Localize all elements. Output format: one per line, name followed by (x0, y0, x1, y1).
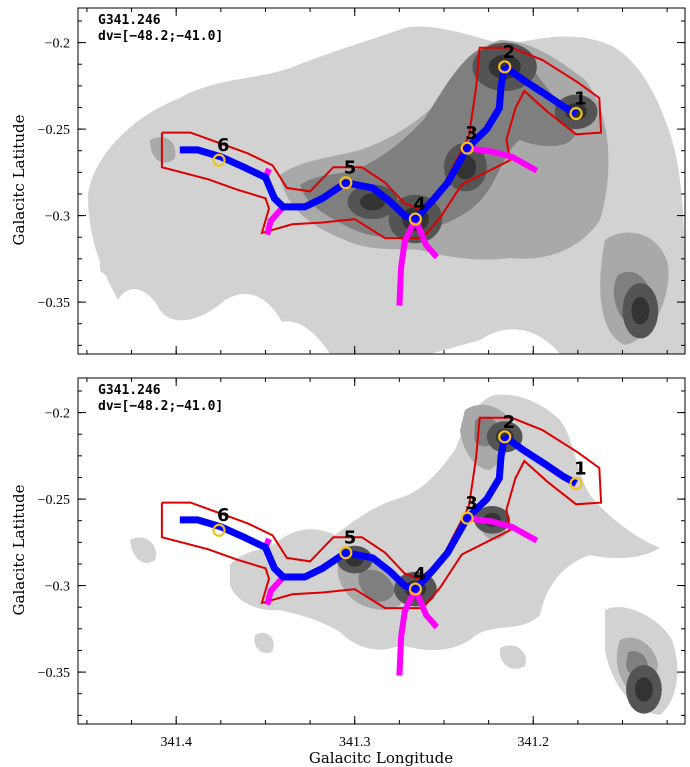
y-tick-label: −0.2 (45, 407, 70, 422)
node-marker (212, 153, 226, 167)
filament-spine (179, 66, 509, 224)
node-label: 3 (465, 493, 478, 514)
x-axis-title: Galacitc Longitude (309, 749, 453, 767)
y-tick-labels-bottom: −0.2 −0.25 −0.3 −0.35 (38, 407, 70, 681)
panel-annotation-line1-bottom: G341.246 (98, 383, 161, 398)
node-marker (498, 60, 512, 74)
contour-layer-1 (130, 394, 678, 715)
filament-spine-branch (502, 433, 578, 487)
filament-overlay-bottom: 1 2 3 4 5 6 (160, 412, 603, 676)
ticks-bottom (78, 378, 685, 724)
panel-annotation-line2-top: dv=[−48.2;−41.0] (98, 29, 223, 44)
node-marker (460, 511, 474, 525)
x-tick-labels: 341.4 341.3 341.2 (160, 735, 549, 750)
node-marker (339, 176, 353, 190)
contour-core-inner (635, 677, 653, 702)
y-tick-label: −0.3 (45, 580, 70, 595)
node-marker (569, 476, 583, 491)
filament-outline (160, 46, 603, 240)
node-marker (569, 106, 583, 121)
filament-spine (179, 436, 509, 594)
filament-overlay-top: 1 2 3 4 5 6 (160, 42, 603, 306)
filament-branch (396, 217, 419, 306)
contour-map-bottom (130, 394, 678, 715)
panel-top: 1 2 3 4 5 6 G341.246 dv=[−48.2;−41.0] −0.2 −0… (10, 7, 686, 355)
node-label: 3 (465, 123, 478, 144)
filament-branch (264, 574, 286, 606)
y-tick-label: −0.2 (45, 37, 70, 52)
filament-branch (264, 204, 286, 236)
node-marker (408, 212, 423, 226)
panel-annotation-line2-bottom: dv=[−48.2;−41.0] (98, 399, 223, 414)
node-label: 5 (344, 158, 357, 179)
node-marker (339, 546, 353, 560)
node-label: 2 (503, 42, 516, 63)
x-tick-label: 341.2 (518, 735, 550, 750)
filament-branch (412, 217, 440, 260)
y-axis-title-bottom: Galacitc Latitude (10, 484, 28, 615)
node-marker (460, 141, 474, 155)
contour-core-inner (360, 193, 386, 211)
filament-branch (396, 587, 419, 676)
plot-frame-top (77, 7, 686, 355)
node-label: 4 (413, 194, 426, 215)
y-tick-label: −0.25 (38, 123, 70, 138)
node-label: 5 (344, 528, 357, 549)
node-label: 1 (574, 89, 587, 110)
node-marker (408, 582, 423, 596)
filament-spine-branch (502, 63, 578, 117)
filament-branch (412, 587, 440, 630)
contour-map-top (88, 26, 685, 354)
panel-bottom: 1 2 3 4 5 6 G341.246 dv=[−48.2;−41.0] −0.2 −0… (10, 377, 686, 767)
node-label: 1 (574, 459, 587, 480)
panel-annotation-line1-top: G341.246 (98, 13, 161, 28)
node-label: 2 (503, 412, 516, 433)
filament-branch (466, 145, 539, 174)
filament-branch (466, 515, 539, 544)
node-label: 6 (217, 135, 230, 156)
node-marker (212, 523, 226, 537)
y-tick-label: −0.25 (38, 493, 70, 508)
node-marker (498, 430, 512, 444)
filament-outline (160, 416, 603, 610)
plot-frame-bottom (77, 377, 686, 725)
x-tick-label: 341.4 (160, 735, 192, 750)
y-axis-title-top: Galacitc Latitude (10, 114, 28, 245)
y-tick-label: −0.35 (38, 666, 70, 681)
x-tick-label: 341.3 (339, 735, 371, 750)
node-label: 4 (413, 564, 426, 585)
ticks-top (78, 8, 685, 354)
contour-core-inner (631, 296, 650, 325)
y-tick-label: −0.3 (45, 210, 70, 225)
node-label: 6 (217, 505, 230, 526)
y-tick-label: −0.35 (38, 296, 70, 311)
y-tick-labels-top: −0.2 −0.25 −0.3 −0.35 (38, 37, 70, 312)
